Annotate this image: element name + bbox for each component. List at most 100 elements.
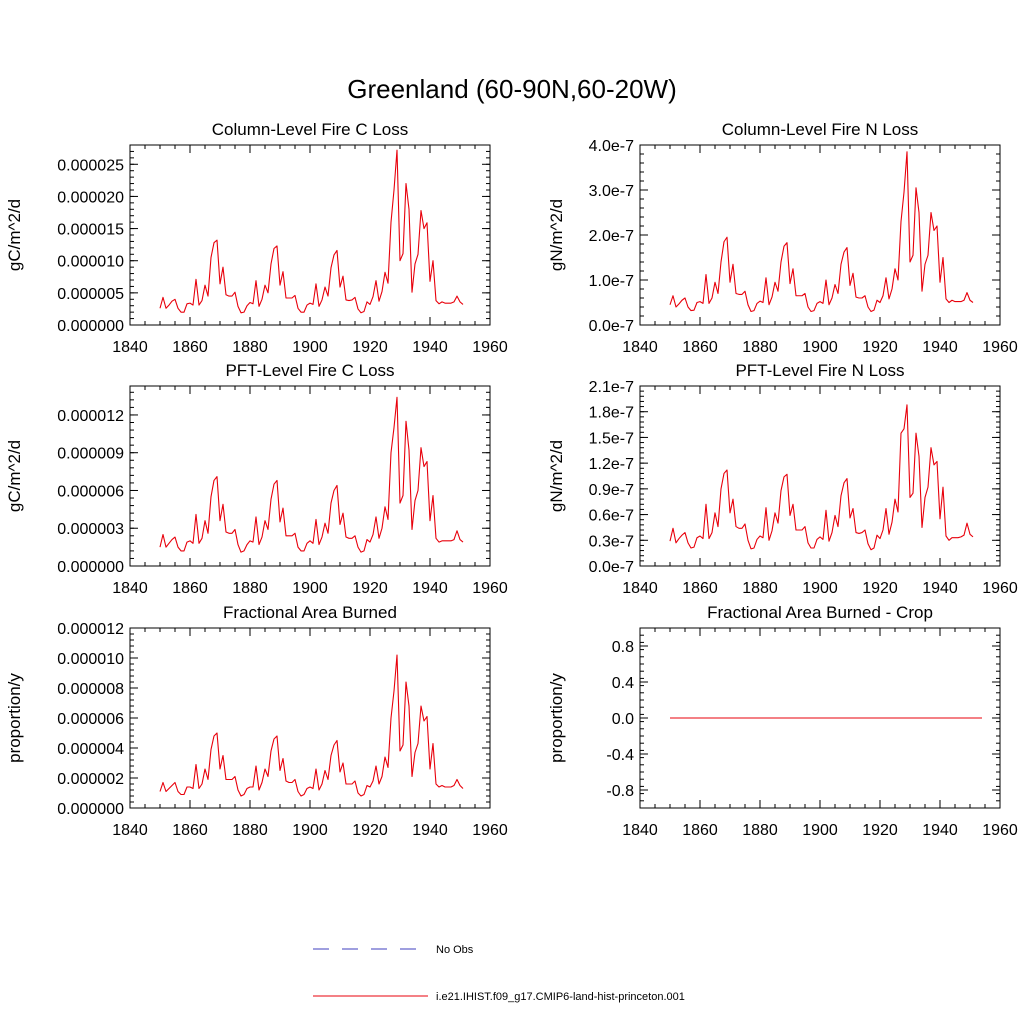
- x-tick-label: 1920: [352, 339, 388, 356]
- x-tick-label: 1840: [622, 822, 658, 839]
- x-tick-label: 1940: [412, 580, 448, 597]
- y-tick-label: 0.000006: [57, 483, 124, 500]
- panel-title: PFT-Level Fire N Loss: [735, 361, 904, 380]
- y-axis-label: gC/m^2/d: [5, 199, 24, 271]
- x-tick-label: 1860: [172, 822, 208, 839]
- chart-panel-2: Column-Level Fire N Loss gN/m^2/d 1840 1860…: [547, 120, 1018, 356]
- y-tick-label: 0.000003: [57, 521, 124, 538]
- x-tick-label: 1880: [232, 339, 268, 356]
- y-tick-label: -0.8: [606, 783, 634, 800]
- legend: No Obs i.e21.IHIST.f09_g17.CMIP6-land-hi…: [313, 944, 685, 1003]
- y-tick-label: 0.000008: [57, 681, 124, 698]
- series-line-1: [669, 151, 974, 313]
- y-axis-label: gC/m^2/d: [5, 440, 24, 512]
- y-tick-label: 0.000012: [57, 621, 124, 638]
- x-tick-label: 1920: [862, 822, 898, 839]
- y-tick-label: 0.000000: [57, 559, 124, 576]
- y-tick-label: 0.000000: [57, 318, 124, 335]
- series-line-1: [159, 149, 464, 314]
- x-tick-label: 1840: [622, 580, 658, 597]
- y-tick-label: 0.4: [612, 675, 634, 692]
- x-tick-label: 1940: [922, 339, 958, 356]
- legend-label-no-obs: No Obs: [436, 944, 474, 956]
- x-tick-label: 1860: [172, 580, 208, 597]
- x-tick-label: 1960: [982, 339, 1018, 356]
- y-tick-label: 0.000020: [57, 189, 124, 206]
- x-tick-label: 1840: [112, 822, 148, 839]
- x-tick-label: 1880: [742, 580, 778, 597]
- y-tick-label: 0.9e-7: [589, 482, 634, 499]
- y-axis-label: proportion/y: [547, 673, 566, 763]
- y-tick-label: 0.000010: [57, 254, 124, 271]
- y-tick-label: 0.3e-7: [589, 533, 634, 550]
- x-tick-label: 1900: [292, 339, 328, 356]
- x-tick-label: 1940: [412, 339, 448, 356]
- y-axis-label: proportion/y: [5, 673, 24, 763]
- panel-title: Column-Level Fire N Loss: [722, 120, 919, 139]
- series-line-1: [669, 404, 974, 551]
- y-tick-label: 0.000005: [57, 286, 124, 303]
- x-tick-label: 1900: [802, 339, 838, 356]
- x-tick-label: 1940: [922, 580, 958, 597]
- y-tick-label: 0.8: [612, 639, 634, 656]
- y-tick-label: 0.000006: [57, 711, 124, 728]
- panel-title: Column-Level Fire C Loss: [212, 120, 409, 139]
- y-tick-label: 0.000009: [57, 446, 124, 463]
- series-line-1: [159, 396, 464, 553]
- chart-panel-4: PFT-Level Fire N Loss gN/m^2/d 1840 1860 188…: [547, 361, 1018, 597]
- x-tick-label: 1960: [982, 822, 1018, 839]
- x-tick-label: 1880: [232, 822, 268, 839]
- chart-panel-5: Fractional Area Burned proportion/y 1840 18…: [5, 603, 508, 839]
- y-tick-label: 2.1e-7: [589, 379, 634, 396]
- series-line-1: [159, 654, 464, 797]
- x-tick-label: 1960: [472, 339, 508, 356]
- y-tick-label: 1.0e-7: [589, 273, 634, 290]
- y-tick-label: 1.5e-7: [589, 430, 634, 447]
- y-tick-label: 0.6e-7: [589, 508, 634, 525]
- legend-label-model-run: i.e21.IHIST.f09_g17.CMIP6-land-hist-prin…: [436, 991, 685, 1003]
- y-tick-label: 0.000025: [57, 157, 124, 174]
- y-tick-label: 2.0e-7: [589, 228, 634, 245]
- panel-title: Fractional Area Burned - Crop: [707, 603, 933, 622]
- x-tick-label: 1920: [352, 822, 388, 839]
- x-tick-label: 1880: [742, 339, 778, 356]
- y-tick-label: 0.000002: [57, 771, 124, 788]
- y-tick-label: 1.8e-7: [589, 405, 634, 422]
- x-tick-label: 1860: [682, 822, 718, 839]
- figure-title: Greenland (60-90N,60-20W): [347, 74, 677, 104]
- x-tick-label: 1940: [412, 822, 448, 839]
- x-tick-label: 1840: [622, 339, 658, 356]
- y-tick-label: 0.000010: [57, 651, 124, 668]
- x-tick-label: 1860: [172, 339, 208, 356]
- x-tick-label: 1860: [682, 339, 718, 356]
- x-tick-label: 1940: [922, 822, 958, 839]
- x-tick-label: 1920: [352, 580, 388, 597]
- x-tick-label: 1960: [982, 580, 1018, 597]
- panel-title: Fractional Area Burned: [223, 603, 397, 622]
- x-tick-label: 1880: [232, 580, 268, 597]
- x-tick-label: 1960: [472, 822, 508, 839]
- x-tick-label: 1860: [682, 580, 718, 597]
- chart-panel-3: PFT-Level Fire C Loss gC/m^2/d 1840 1860 188…: [5, 361, 508, 597]
- x-tick-label: 1900: [802, 822, 838, 839]
- y-tick-label: 1.2e-7: [589, 456, 634, 473]
- legend-item-no-obs: No Obs: [313, 944, 474, 956]
- y-tick-label: 0.000015: [57, 222, 124, 239]
- x-tick-label: 1900: [802, 580, 838, 597]
- x-tick-label: 1880: [742, 822, 778, 839]
- y-tick-label: 0.000004: [57, 741, 124, 758]
- panel-title: PFT-Level Fire C Loss: [225, 361, 394, 380]
- panels: Column-Level Fire C Loss gC/m^2/d 1840 1860…: [5, 120, 1018, 839]
- y-tick-label: 0.000000: [57, 801, 124, 818]
- x-tick-label: 1920: [862, 580, 898, 597]
- x-tick-label: 1960: [472, 580, 508, 597]
- x-tick-label: 1900: [292, 580, 328, 597]
- x-tick-label: 1840: [112, 339, 148, 356]
- y-axis-label: gN/m^2/d: [547, 199, 566, 271]
- x-tick-label: 1900: [292, 822, 328, 839]
- y-tick-label: 0.0e-7: [589, 559, 634, 576]
- y-axis-label: gN/m^2/d: [547, 440, 566, 512]
- chart-panel-6: Fractional Area Burned - Crop proportion/…: [547, 603, 1018, 839]
